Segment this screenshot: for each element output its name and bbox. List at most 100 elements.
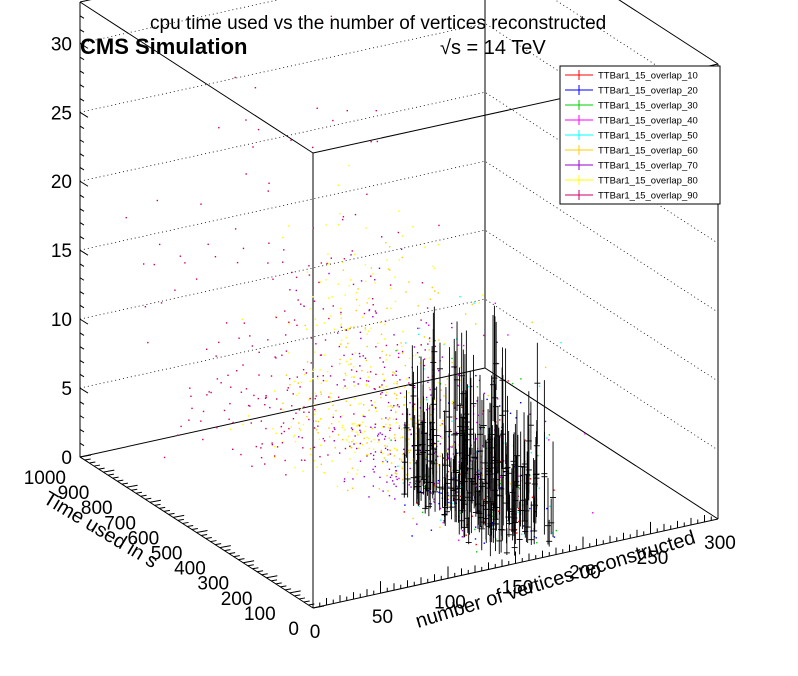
data-point — [313, 446, 316, 449]
data-point — [385, 344, 388, 347]
data-point — [374, 451, 377, 453]
data-point — [419, 401, 422, 403]
data-point — [292, 436, 295, 438]
cms-label: CMS Simulation — [80, 34, 247, 59]
legend-label: TTBar1_15_overlap_80 — [598, 176, 698, 187]
data-point — [364, 263, 367, 266]
data-point — [322, 437, 324, 440]
x-tick-label: 200 — [569, 563, 601, 584]
data-point — [511, 466, 514, 469]
data-point — [345, 360, 348, 363]
data-point — [491, 515, 494, 517]
data-point — [292, 393, 294, 395]
data-point — [385, 459, 387, 461]
data-point — [482, 334, 485, 337]
data-point — [296, 394, 298, 397]
data-point — [254, 87, 257, 89]
data-point — [394, 466, 397, 468]
data-point — [271, 442, 273, 444]
data-point — [384, 338, 386, 340]
data-point — [295, 412, 297, 414]
data-point — [457, 384, 459, 387]
data-point — [367, 376, 370, 378]
data-point — [506, 510, 509, 512]
data-point — [340, 311, 342, 314]
data-point — [401, 235, 404, 237]
data-point — [408, 376, 411, 379]
data-point — [349, 279, 352, 281]
data-point — [461, 529, 464, 532]
data-point — [381, 426, 384, 428]
data-point — [327, 297, 330, 299]
data-point — [455, 338, 458, 340]
data-point — [379, 393, 382, 395]
data-point — [354, 397, 356, 400]
data-point — [371, 427, 373, 430]
data-point — [303, 373, 306, 376]
data-point — [408, 423, 410, 426]
data-point — [308, 418, 310, 421]
data-point — [451, 357, 453, 360]
data-point — [400, 460, 403, 463]
x-tick-label: 0 — [310, 622, 321, 643]
data-point — [362, 414, 364, 416]
data-point — [341, 415, 343, 417]
data-point — [433, 461, 435, 463]
data-point — [415, 427, 418, 429]
data-point — [312, 420, 315, 422]
y-minor-tick — [154, 503, 161, 506]
data-point — [281, 354, 283, 356]
data-point — [480, 461, 483, 464]
data-point — [442, 423, 444, 426]
data-point — [433, 452, 436, 454]
data-point — [366, 380, 368, 382]
data-point — [314, 397, 316, 400]
z-minor-tick — [79, 84, 85, 88]
legend-label: TTBar1_15_overlap_30 — [598, 101, 698, 112]
data-point — [247, 415, 250, 417]
data-point — [531, 496, 534, 499]
data-point — [362, 355, 364, 357]
data-point — [368, 496, 370, 498]
data-point — [433, 482, 435, 485]
data-point — [332, 430, 334, 433]
data-point — [215, 355, 217, 357]
data-point — [202, 410, 205, 413]
data-point — [383, 438, 386, 440]
data-point — [274, 390, 276, 392]
data-point — [340, 317, 343, 319]
data-point — [378, 488, 381, 490]
data-point — [310, 337, 313, 339]
data-point — [312, 227, 314, 229]
y-minor-tick — [168, 512, 175, 515]
data-point — [497, 398, 499, 400]
data-point — [445, 450, 448, 452]
data-point — [300, 407, 303, 409]
data-point — [351, 428, 354, 431]
y-minor-tick — [117, 479, 124, 482]
data-point — [293, 380, 296, 383]
data-point — [476, 421, 478, 424]
data-point — [388, 246, 391, 248]
data-point — [441, 423, 444, 425]
data-point — [394, 472, 397, 474]
data-point — [357, 434, 359, 436]
data-point — [349, 445, 351, 447]
data-point — [386, 307, 388, 310]
data-point — [372, 468, 374, 471]
data-point — [316, 378, 319, 380]
data-point — [438, 502, 440, 505]
data-point — [351, 423, 353, 425]
data-point — [475, 438, 477, 440]
data-point — [314, 392, 317, 395]
data-point — [342, 261, 344, 263]
data-point — [390, 405, 392, 407]
data-point — [325, 279, 327, 281]
data-point — [386, 448, 389, 451]
data-point — [389, 449, 392, 452]
data-point — [412, 405, 414, 408]
y-minor-tick — [210, 540, 217, 543]
data-point — [470, 385, 473, 388]
y-minor-tick — [112, 476, 119, 479]
data-point — [348, 164, 350, 167]
